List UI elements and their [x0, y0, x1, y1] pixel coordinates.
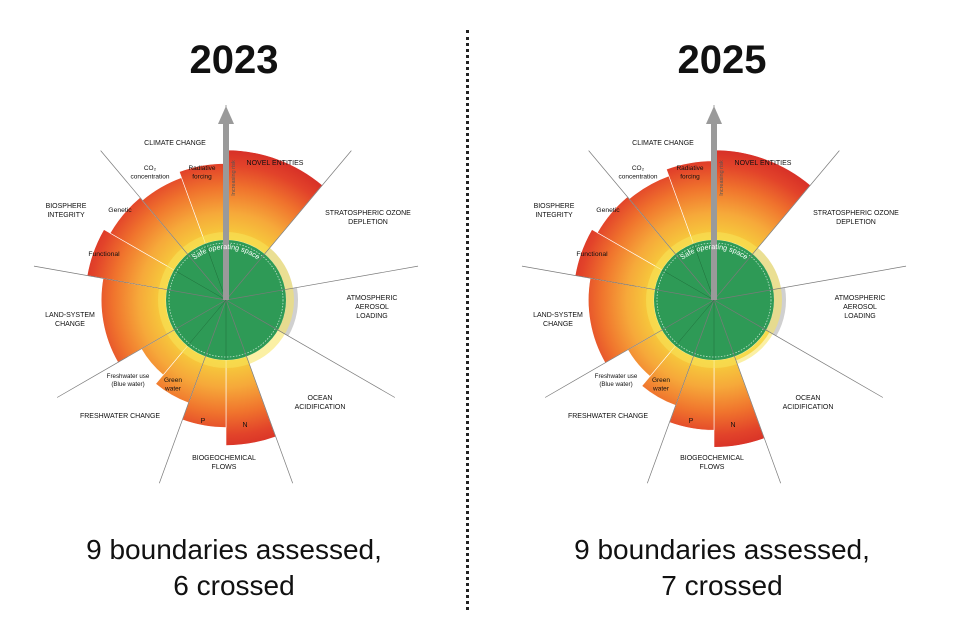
divider-line — [225, 150, 352, 301]
label-increasing-risk: Increasing risk — [719, 160, 725, 196]
label-co2: CO₂ concentration — [130, 165, 169, 180]
label-functional: Functional — [576, 251, 608, 258]
divider-line — [225, 299, 294, 484]
label-n: N — [730, 422, 735, 429]
label-ocean: OCEAN ACIDIFICATION — [295, 395, 346, 411]
label-p: P — [201, 418, 206, 425]
divider-line — [675, 299, 715, 347]
divider-line — [713, 150, 840, 301]
divider-line — [56, 299, 227, 398]
divider-line — [713, 299, 782, 484]
label-genetic: Genetic — [596, 207, 620, 214]
divider-line — [661, 269, 715, 301]
divider-line — [646, 299, 715, 484]
divider-line — [713, 299, 884, 398]
risk-arrow-head — [706, 106, 722, 124]
label-increasing-risk: Increasing risk — [231, 160, 237, 196]
label-functional: Functional — [88, 251, 120, 258]
label-aerosol: ATMOSPHERIC AEROSOL LOADING — [835, 295, 886, 320]
divider-line — [33, 265, 227, 301]
label-freshwater-change: FRESHWATER CHANGE — [80, 413, 160, 420]
dotted-divider — [466, 30, 469, 610]
label-novel-entities: NOVEL ENTITIES — [247, 160, 304, 167]
label-fresh-blue: Freshwater use (Blue water) — [595, 373, 638, 388]
label-ozone: STRATOSPHERIC OZONE DEPLETION — [325, 210, 411, 226]
caption-line-1: 9 boundaries assessed, — [86, 534, 382, 565]
label-green-water: Green water — [164, 377, 182, 392]
label-novel-entities: NOVEL ENTITIES — [735, 160, 792, 167]
label-fresh-blue: Freshwater use (Blue water) — [107, 373, 150, 388]
caption-line-1: 9 boundaries assessed, — [574, 534, 870, 565]
caption: 9 boundaries assessed, 7 crossed — [488, 532, 956, 604]
label-co2: CO₂ concentration — [618, 165, 657, 180]
panel-2023: 2023 Increasing risk Safe operating space… — [0, 0, 468, 627]
label-ozone: STRATOSPHERIC OZONE DEPLETION — [813, 210, 899, 226]
label-genetic: Genetic — [108, 207, 132, 214]
label-climate-change: CLIMATE CHANGE — [144, 140, 206, 147]
caption-line-2: 7 crossed — [661, 570, 783, 601]
divider-line — [225, 265, 419, 301]
divider-line — [205, 243, 227, 301]
divider-line — [521, 265, 715, 301]
label-biosphere: BIOSPHERE INTEGRITY — [534, 203, 575, 219]
divider-line — [713, 265, 907, 301]
divider-line — [225, 299, 396, 398]
label-green-water: Green water — [652, 377, 670, 392]
panel-2025: 2025 Increasing risk Safe operating space… — [488, 0, 956, 627]
label-land: LAND-SYSTEM CHANGE — [45, 312, 95, 328]
risk-arrow-shaft — [711, 120, 717, 300]
wedge-bio_n — [225, 355, 277, 446]
label-climate-change: CLIMATE CHANGE — [632, 140, 694, 147]
divider-line — [693, 243, 715, 301]
divider-line — [588, 150, 715, 301]
label-radiative: Radiative forcing — [188, 165, 215, 180]
label-bio-flows: BIOGEOCHEMICAL FLOWS — [680, 455, 744, 471]
divider-line — [158, 299, 227, 484]
label-bio-flows: BIOGEOCHEMICAL FLOWS — [192, 455, 256, 471]
label-n: N — [242, 422, 247, 429]
year-title: 2023 — [189, 38, 279, 82]
label-ocean: OCEAN ACIDIFICATION — [783, 395, 834, 411]
divider-line — [187, 299, 227, 347]
divider-line — [173, 269, 227, 301]
label-p: P — [689, 418, 694, 425]
label-radiative: Radiative forcing — [676, 165, 703, 180]
year-title: 2025 — [677, 38, 767, 82]
divider-line — [544, 299, 715, 398]
caption: 9 boundaries assessed, 6 crossed — [0, 532, 468, 604]
label-biosphere: BIOSPHERE INTEGRITY — [46, 203, 87, 219]
label-land: LAND-SYSTEM CHANGE — [533, 312, 583, 328]
label-aerosol: ATMOSPHERIC AEROSOL LOADING — [347, 295, 398, 320]
risk-arrow-shaft — [223, 120, 229, 300]
caption-line-2: 6 crossed — [173, 570, 295, 601]
risk-arrow-head — [218, 106, 234, 124]
label-freshwater-change: FRESHWATER CHANGE — [568, 413, 648, 420]
divider-line — [100, 150, 227, 301]
